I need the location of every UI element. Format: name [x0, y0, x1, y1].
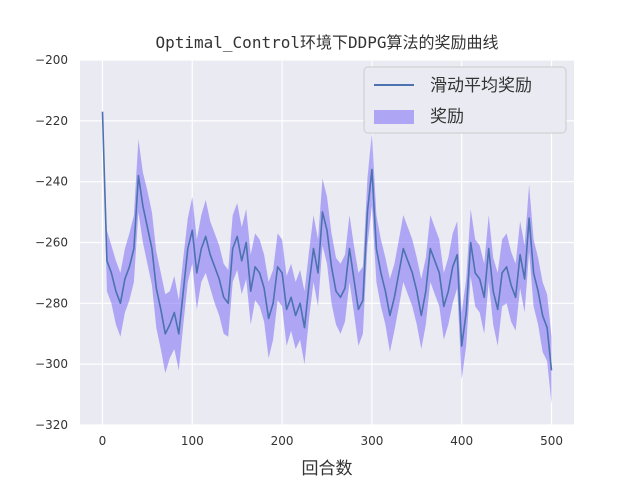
y-tick-label: −320: [35, 418, 68, 432]
y-tick-label: −300: [35, 357, 68, 371]
x-tick-labels: 0 100 200 300 400 500: [99, 434, 563, 448]
y-tick-label: −280: [35, 296, 68, 310]
x-tick-label: 300: [360, 434, 383, 448]
y-tick-label: −200: [35, 53, 68, 67]
x-axis-label: 回合数: [302, 459, 353, 479]
y-tick-label: −240: [35, 175, 68, 189]
legend-band-swatch: [374, 110, 414, 124]
x-tick-label: 0: [99, 434, 107, 448]
y-tick-labels: −320 −300 −280 −260 −240 −220 −200: [35, 53, 68, 432]
x-tick-label: 500: [540, 434, 563, 448]
legend-band-label: 奖励: [430, 107, 464, 127]
x-tick-label: 100: [181, 434, 204, 448]
y-tick-label: −220: [35, 114, 68, 128]
chart-title: Optimal_Control环境下DDPG算法的奖励曲线: [155, 33, 498, 52]
legend-line-label: 滑动平均奖励: [430, 76, 532, 96]
x-tick-label: 200: [271, 434, 294, 448]
x-tick-label: 400: [450, 434, 473, 448]
legend: 滑动平均奖励 奖励: [364, 67, 566, 133]
y-tick-label: −260: [35, 236, 68, 250]
